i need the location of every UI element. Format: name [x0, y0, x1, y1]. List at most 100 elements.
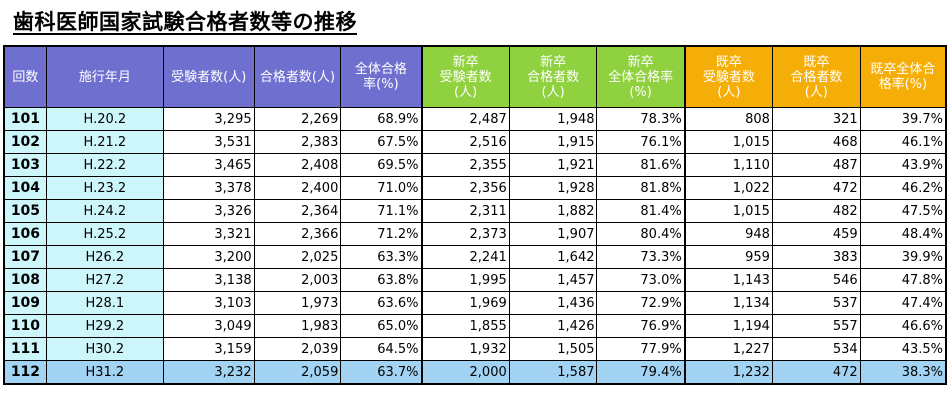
col-pass-rate-cell: 71.2%	[340, 222, 423, 246]
col-prev-examinees-cell: 808	[684, 107, 773, 131]
col-new-pass-rate-header: 新卒 全体合格率 (%)	[596, 45, 686, 108]
col-prev-pass-rate-cell: 47.8%	[859, 268, 947, 292]
col-new-pass-rate-cell: 79.4%	[596, 360, 686, 385]
col-pass-rate-cell: 64.5%	[340, 337, 423, 361]
col-exam-date-cell: H.20.2	[45, 107, 164, 131]
col-passers-cell: 2,269	[253, 107, 342, 131]
col-exam-date-cell: H28.1	[45, 291, 164, 315]
col-prev-examinees-cell: 1,022	[684, 176, 773, 200]
col-new-passers-cell: 1,426	[508, 314, 598, 338]
col-round-cell: 101	[3, 107, 47, 131]
exam-results-table: 回数 施行年月 受験者数(人) 合格者数(人) 全体合格 率(%) 新卒 受験者数 (人) 新卒合…	[3, 45, 947, 385]
col-pass-rate-cell: 71.0%	[340, 176, 423, 200]
col-prev-pass-rate-header: 既卒全体合 格率(%)	[859, 45, 947, 108]
col-exam-date-cell: H.22.2	[45, 153, 164, 177]
col-new-examinees-header: 新卒 受験者数 (人)	[421, 45, 510, 108]
col-prev-pass-rate-cell: 47.4%	[859, 291, 947, 315]
col-passers-header: 合格者数(人)	[253, 45, 342, 108]
col-exam-date-cell: H.24.2	[45, 199, 164, 223]
col-examinees-cell: 3,103	[162, 291, 255, 315]
col-examinees-cell: 3,200	[162, 245, 255, 269]
table-row: 107 H26.2 3,200 2,025 63.3% 2,241 1,642 73.3% 95…	[3, 245, 947, 269]
col-exam-date-cell: H26.2	[45, 245, 164, 269]
col-prev-pass-rate-cell: 47.5%	[859, 199, 947, 223]
col-examinees-cell: 3,378	[162, 176, 255, 200]
col-new-pass-rate-cell: 78.3%	[596, 107, 686, 131]
col-new-pass-rate-cell: 73.0%	[596, 268, 686, 292]
col-new-pass-rate-cell: 76.9%	[596, 314, 686, 338]
col-round-cell: 112	[3, 360, 47, 385]
col-new-passers-cell: 1,587	[508, 360, 598, 385]
col-passers-cell: 2,366	[253, 222, 342, 246]
col-prev-examinees-cell: 1,227	[684, 337, 773, 361]
col-passers-cell: 2,400	[253, 176, 342, 200]
col-prev-examinees-cell: 948	[684, 222, 773, 246]
table-row: 106 H.25.2 3,321 2,366 71.2% 2,373 1,907 80.4% 9…	[3, 222, 947, 246]
col-new-pass-rate-cell: 81.8%	[596, 176, 686, 200]
col-passers-cell: 1,983	[253, 314, 342, 338]
col-round-cell: 109	[3, 291, 47, 315]
col-round-cell: 105	[3, 199, 47, 223]
table-row: 108 H27.2 3,138 2,003 63.8% 1,995 1,457 73.0% 1,…	[3, 268, 947, 292]
col-exam-date-cell: H27.2	[45, 268, 164, 292]
col-prev-passers-header: 既卒 合格者数 (人)	[771, 45, 861, 108]
table-row: 102 H.21.2 3,531 2,383 67.5% 2,516 1,915 76.1% 1…	[3, 130, 947, 154]
col-new-examinees-cell: 2,241	[421, 245, 510, 269]
col-examinees-cell: 3,326	[162, 199, 255, 223]
col-examinees-cell: 3,321	[162, 222, 255, 246]
col-new-passers-cell: 1,948	[508, 107, 598, 131]
col-passers-cell: 2,364	[253, 199, 342, 223]
col-passers-cell: 2,408	[253, 153, 342, 177]
table-row: 110 H29.2 3,049 1,983 65.0% 1,855 1,426 76.9% 1,…	[3, 314, 947, 338]
col-new-passers-header: 新卒 合格者数 (人)	[508, 45, 598, 108]
col-examinees-cell: 3,049	[162, 314, 255, 338]
table-row: 103 H.22.2 3,465 2,408 69.5% 2,355 1,921 81.6% 1…	[3, 153, 947, 177]
col-prev-passers-cell: 383	[771, 245, 861, 269]
col-prev-passers-cell: 557	[771, 314, 861, 338]
col-exam-date-cell: H.25.2	[45, 222, 164, 246]
col-new-passers-cell: 1,915	[508, 130, 598, 154]
col-new-examinees-cell: 2,000	[421, 360, 510, 385]
col-passers-cell: 2,383	[253, 130, 342, 154]
col-new-passers-cell: 1,907	[508, 222, 598, 246]
col-prev-pass-rate-cell: 39.9%	[859, 245, 947, 269]
col-pass-rate-cell: 63.8%	[340, 268, 423, 292]
col-round-header: 回数	[3, 45, 47, 108]
col-new-pass-rate-cell: 73.3%	[596, 245, 686, 269]
col-prev-examinees-cell: 1,194	[684, 314, 773, 338]
col-new-pass-rate-cell: 72.9%	[596, 291, 686, 315]
col-pass-rate-cell: 63.6%	[340, 291, 423, 315]
col-prev-examinees-cell: 1,232	[684, 360, 773, 385]
col-round-cell: 110	[3, 314, 47, 338]
col-pass-rate-cell: 63.7%	[340, 360, 423, 385]
col-new-examinees-cell: 2,373	[421, 222, 510, 246]
col-prev-pass-rate-cell: 46.1%	[859, 130, 947, 154]
col-new-examinees-cell: 2,487	[421, 107, 510, 131]
col-examinees-header: 受験者数(人)	[162, 45, 255, 108]
col-prev-examinees-cell: 1,015	[684, 199, 773, 223]
col-round-cell: 103	[3, 153, 47, 177]
col-prev-pass-rate-cell: 46.2%	[859, 176, 947, 200]
col-prev-pass-rate-cell: 46.6%	[859, 314, 947, 338]
col-examinees-cell: 3,531	[162, 130, 255, 154]
col-exam-date-cell: H.23.2	[45, 176, 164, 200]
col-prev-passers-cell: 459	[771, 222, 861, 246]
table-body: 101 H.20.2 3,295 2,269 68.9% 2,487 1,948 78.3% 8…	[3, 107, 947, 385]
col-round-cell: 104	[3, 176, 47, 200]
col-prev-passers-cell: 534	[771, 337, 861, 361]
col-prev-pass-rate-cell: 38.3%	[859, 360, 947, 385]
col-round-cell: 106	[3, 222, 47, 246]
col-prev-examinees-cell: 1,143	[684, 268, 773, 292]
col-passers-cell: 2,059	[253, 360, 342, 385]
col-new-passers-cell: 1,921	[508, 153, 598, 177]
col-new-pass-rate-cell: 81.6%	[596, 153, 686, 177]
col-pass-rate-header: 全体合格 率(%)	[340, 45, 423, 108]
col-exam-date-header: 施行年月	[45, 45, 164, 108]
col-exam-date-cell: H29.2	[45, 314, 164, 338]
col-round-cell: 102	[3, 130, 47, 154]
col-passers-cell: 2,039	[253, 337, 342, 361]
col-new-examinees-cell: 2,516	[421, 130, 510, 154]
col-prev-passers-cell: 472	[771, 176, 861, 200]
col-prev-examinees-header: 既卒 受験者数 (人)	[684, 45, 773, 108]
col-new-pass-rate-cell: 80.4%	[596, 222, 686, 246]
